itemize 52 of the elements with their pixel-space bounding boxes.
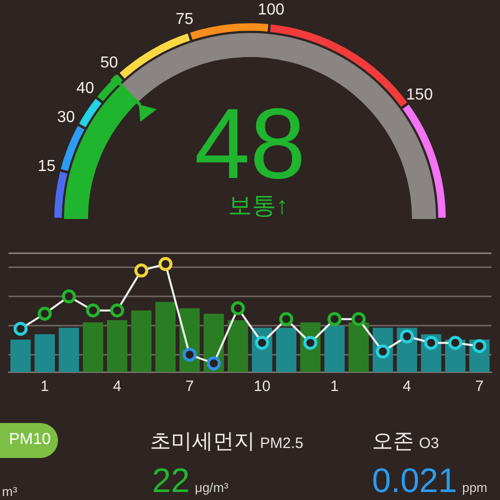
text: ppm bbox=[462, 480, 488, 495]
point bbox=[110, 303, 124, 318]
bar bbox=[107, 320, 128, 372]
point bbox=[86, 303, 100, 318]
x-tick-label: 10 bbox=[254, 378, 270, 396]
point bbox=[400, 329, 414, 344]
text: PM2.5 bbox=[260, 435, 304, 452]
bar bbox=[10, 340, 31, 372]
text: 150 bbox=[406, 86, 433, 104]
bar bbox=[131, 310, 152, 372]
point bbox=[38, 306, 52, 321]
bar bbox=[82, 322, 104, 372]
text: 100 bbox=[258, 1, 285, 18]
point bbox=[62, 289, 76, 304]
text: 75 bbox=[176, 10, 194, 28]
x-tick-label: 4 bbox=[113, 378, 122, 396]
x-tick-label: 7 bbox=[475, 378, 484, 396]
bar bbox=[228, 320, 248, 372]
bar bbox=[324, 326, 345, 372]
point bbox=[328, 312, 342, 326]
text: 40 bbox=[76, 80, 94, 98]
point bbox=[279, 312, 294, 326]
text: O3 bbox=[419, 435, 440, 452]
text: 15 bbox=[38, 158, 56, 176]
point bbox=[134, 264, 148, 278]
x-tick-label: 4 bbox=[402, 378, 412, 396]
point bbox=[230, 301, 245, 316]
text: 50 bbox=[100, 54, 118, 72]
text: μg/m³ bbox=[194, 480, 228, 495]
text: 30 bbox=[57, 109, 75, 126]
text: 22 bbox=[152, 462, 190, 500]
point bbox=[352, 312, 366, 326]
bar bbox=[348, 322, 369, 372]
point bbox=[424, 336, 438, 350]
point bbox=[182, 348, 197, 362]
bar bbox=[34, 334, 55, 372]
text: m³ bbox=[2, 484, 18, 499]
x-tick-label: 1 bbox=[40, 378, 49, 396]
bar bbox=[276, 328, 296, 372]
text: PM10 bbox=[9, 431, 51, 448]
text: 초미세먼지 bbox=[150, 430, 255, 453]
point bbox=[448, 336, 462, 350]
x-tick-label: 1 bbox=[330, 378, 339, 396]
text: 오존 bbox=[372, 430, 414, 453]
x-tick-label: 7 bbox=[185, 378, 194, 396]
point bbox=[472, 339, 486, 354]
point bbox=[158, 257, 172, 272]
text: 0.021 bbox=[372, 462, 458, 500]
bar bbox=[155, 302, 176, 372]
point bbox=[14, 322, 28, 336]
bar bbox=[58, 328, 80, 372]
point bbox=[206, 356, 221, 370]
